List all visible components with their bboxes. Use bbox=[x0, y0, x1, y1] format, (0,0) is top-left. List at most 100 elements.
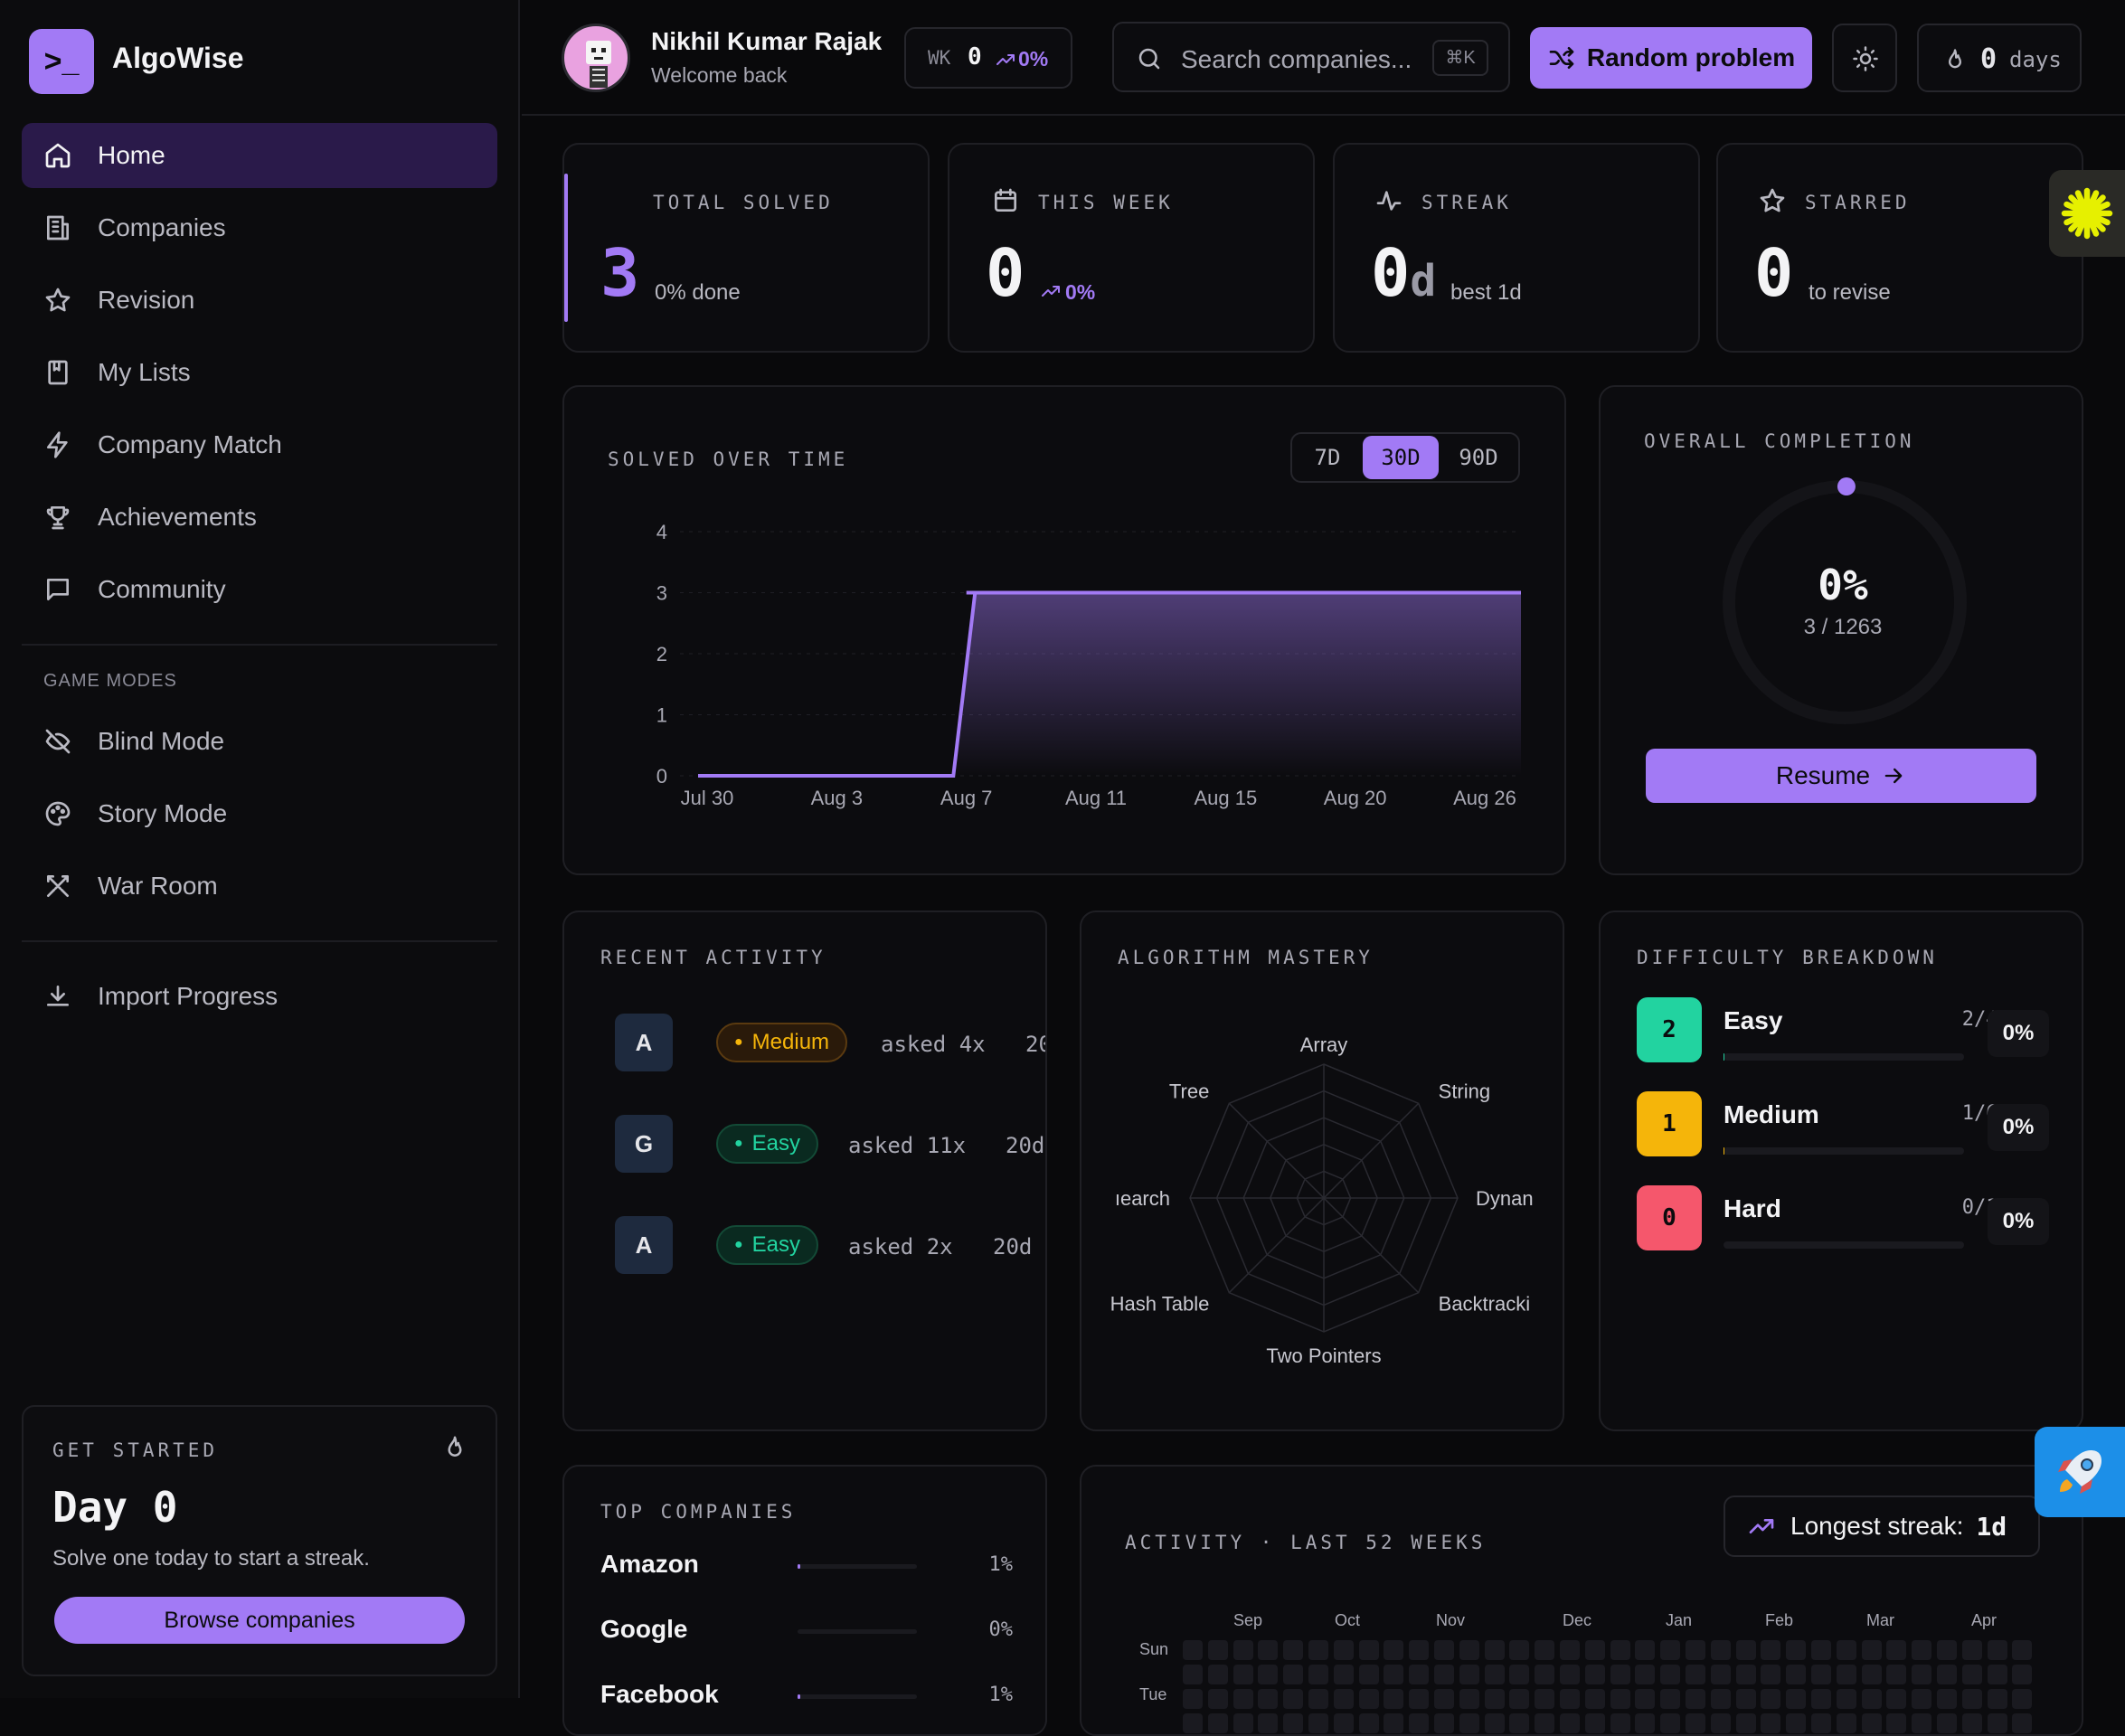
heatmap-cell[interactable] bbox=[1660, 1713, 1680, 1733]
heatmap-cell[interactable] bbox=[1610, 1640, 1630, 1660]
heatmap-cell[interactable] bbox=[1736, 1689, 1756, 1709]
heatmap-cell[interactable] bbox=[1837, 1665, 1856, 1684]
heatmap-cell[interactable] bbox=[1509, 1640, 1529, 1660]
sidebar-item-story-mode[interactable]: Story Mode bbox=[22, 781, 497, 846]
heatmap-cell[interactable] bbox=[1988, 1665, 2007, 1684]
heatmap-cell[interactable] bbox=[1886, 1640, 1906, 1660]
heatmap-cell[interactable] bbox=[1711, 1665, 1731, 1684]
heatmap-cell[interactable] bbox=[1811, 1689, 1831, 1709]
heatmap-cell[interactable] bbox=[1233, 1640, 1253, 1660]
sidebar-item-my-lists[interactable]: My Lists bbox=[22, 340, 497, 405]
heatmap-cell[interactable] bbox=[1434, 1665, 1454, 1684]
heatmap-cell[interactable] bbox=[1937, 1713, 1957, 1733]
list-item[interactable]: Google 0% bbox=[564, 1615, 1047, 1658]
heatmap-cell[interactable] bbox=[1862, 1665, 1882, 1684]
heatmap-cell[interactable] bbox=[1585, 1665, 1605, 1684]
heatmap-cell[interactable] bbox=[1509, 1665, 1529, 1684]
heatmap-cell[interactable] bbox=[1786, 1689, 1806, 1709]
heatmap-cell[interactable] bbox=[1786, 1665, 1806, 1684]
heatmap-cell[interactable] bbox=[1509, 1689, 1529, 1709]
streak-days-pill[interactable]: 0 days bbox=[1917, 24, 2082, 92]
heatmap-cell[interactable] bbox=[1610, 1713, 1630, 1733]
avatar[interactable] bbox=[562, 24, 630, 92]
heatmap-cell[interactable] bbox=[1660, 1665, 1680, 1684]
heatmap-cell[interactable] bbox=[1736, 1665, 1756, 1684]
heatmap-cell[interactable] bbox=[1862, 1713, 1882, 1733]
heatmap-cell[interactable] bbox=[1334, 1713, 1354, 1733]
heatmap-cell[interactable] bbox=[1912, 1665, 1931, 1684]
list-item[interactable]: Facebook 1% bbox=[564, 1680, 1047, 1723]
list-item[interactable]: A ●Easy asked 2x 20d bbox=[564, 1216, 1047, 1288]
heatmap-cell[interactable] bbox=[1208, 1640, 1228, 1660]
heatmap-cell[interactable] bbox=[1183, 1665, 1203, 1684]
heatmap-cell[interactable] bbox=[2012, 1640, 2032, 1660]
heatmap-cell[interactable] bbox=[1736, 1713, 1756, 1733]
heatmap-cell[interactable] bbox=[1258, 1665, 1278, 1684]
heatmap-cell[interactable] bbox=[1686, 1665, 1705, 1684]
heatmap-cell[interactable] bbox=[1711, 1640, 1731, 1660]
heatmap-cell[interactable] bbox=[1686, 1689, 1705, 1709]
heatmap-cell[interactable] bbox=[1560, 1689, 1580, 1709]
heatmap-cell[interactable] bbox=[1208, 1713, 1228, 1733]
search-input[interactable]: Search companies... ⌘K bbox=[1112, 22, 1510, 92]
heatmap-cell[interactable] bbox=[1610, 1665, 1630, 1684]
heatmap-cell[interactable] bbox=[1560, 1665, 1580, 1684]
sidebar-item-import-progress[interactable]: Import Progress bbox=[22, 964, 497, 1029]
heatmap-cell[interactable] bbox=[1384, 1689, 1403, 1709]
heatmap-cell[interactable] bbox=[1837, 1640, 1856, 1660]
heatmap-cell[interactable] bbox=[1886, 1665, 1906, 1684]
heatmap-cell[interactable] bbox=[1635, 1665, 1655, 1684]
heatmap-cell[interactable] bbox=[1886, 1713, 1906, 1733]
heatmap-cell[interactable] bbox=[1635, 1640, 1655, 1660]
heatmap-cell[interactable] bbox=[1183, 1689, 1203, 1709]
heatmap-cell[interactable] bbox=[1912, 1713, 1931, 1733]
heatmap-cell[interactable] bbox=[1434, 1640, 1454, 1660]
heatmap-cell[interactable] bbox=[1409, 1689, 1429, 1709]
heatmap-cell[interactable] bbox=[1258, 1713, 1278, 1733]
heatmap-cell[interactable] bbox=[1334, 1665, 1354, 1684]
heatmap-cell[interactable] bbox=[1283, 1689, 1303, 1709]
heatmap-cell[interactable] bbox=[1560, 1713, 1580, 1733]
heatmap-cell[interactable] bbox=[1736, 1640, 1756, 1660]
sidebar-item-company-match[interactable]: Company Match bbox=[22, 412, 497, 477]
heatmap-cell[interactable] bbox=[1233, 1713, 1253, 1733]
sidebar-item-achievements[interactable]: Achievements bbox=[22, 485, 497, 550]
sidebar-item-war-room[interactable]: War Room bbox=[22, 854, 497, 919]
heatmap-cell[interactable] bbox=[1962, 1689, 1982, 1709]
difficulty-row-medium[interactable]: 1 Medium 1/687 0% bbox=[1601, 1091, 2085, 1164]
list-item[interactable]: A ●Medium asked 4x 20d bbox=[564, 1014, 1047, 1086]
heatmap-cell[interactable] bbox=[1988, 1640, 2007, 1660]
heatmap-cell[interactable] bbox=[1384, 1640, 1403, 1660]
heatmap-cell[interactable] bbox=[1409, 1665, 1429, 1684]
sidebar-item-home[interactable]: Home bbox=[22, 123, 497, 188]
heatmap-cell[interactable] bbox=[1283, 1640, 1303, 1660]
heatmap-cell[interactable] bbox=[2012, 1689, 2032, 1709]
heatmap-cell[interactable] bbox=[1937, 1665, 1957, 1684]
sidebar-item-blind-mode[interactable]: Blind Mode bbox=[22, 709, 497, 774]
heatmap-cell[interactable] bbox=[1459, 1713, 1479, 1733]
heatmap-cell[interactable] bbox=[1660, 1640, 1680, 1660]
heatmap-cell[interactable] bbox=[1535, 1640, 1554, 1660]
difficulty-row-easy[interactable]: 2 Easy 2/429 0% bbox=[1601, 997, 2085, 1070]
range-90d[interactable]: 90D bbox=[1440, 434, 1516, 481]
heatmap-cell[interactable] bbox=[1409, 1640, 1429, 1660]
heatmap-cell[interactable] bbox=[1912, 1640, 1931, 1660]
assistant-tab[interactable] bbox=[2049, 170, 2125, 257]
heatmap-cell[interactable] bbox=[1635, 1713, 1655, 1733]
heatmap-cell[interactable] bbox=[1384, 1665, 1403, 1684]
heatmap-cell[interactable] bbox=[1988, 1689, 2007, 1709]
heatmap-cell[interactable] bbox=[1485, 1665, 1505, 1684]
heatmap-cell[interactable] bbox=[1233, 1689, 1253, 1709]
difficulty-row-hard[interactable]: 0 Hard 0/137 0% bbox=[1601, 1185, 2085, 1258]
heatmap-cell[interactable] bbox=[1610, 1689, 1630, 1709]
heatmap-cell[interactable] bbox=[1585, 1640, 1605, 1660]
heatmap-cell[interactable] bbox=[1485, 1713, 1505, 1733]
heatmap-cell[interactable] bbox=[1485, 1640, 1505, 1660]
heatmap-cell[interactable] bbox=[1183, 1713, 1203, 1733]
sidebar-item-community[interactable]: Community bbox=[22, 557, 497, 622]
heatmap-cell[interactable] bbox=[1308, 1640, 1328, 1660]
heatmap-cell[interactable] bbox=[1837, 1713, 1856, 1733]
heatmap-cell[interactable] bbox=[1635, 1689, 1655, 1709]
range-7d[interactable]: 7D bbox=[1292, 434, 1363, 481]
theme-toggle-button[interactable] bbox=[1832, 24, 1897, 92]
